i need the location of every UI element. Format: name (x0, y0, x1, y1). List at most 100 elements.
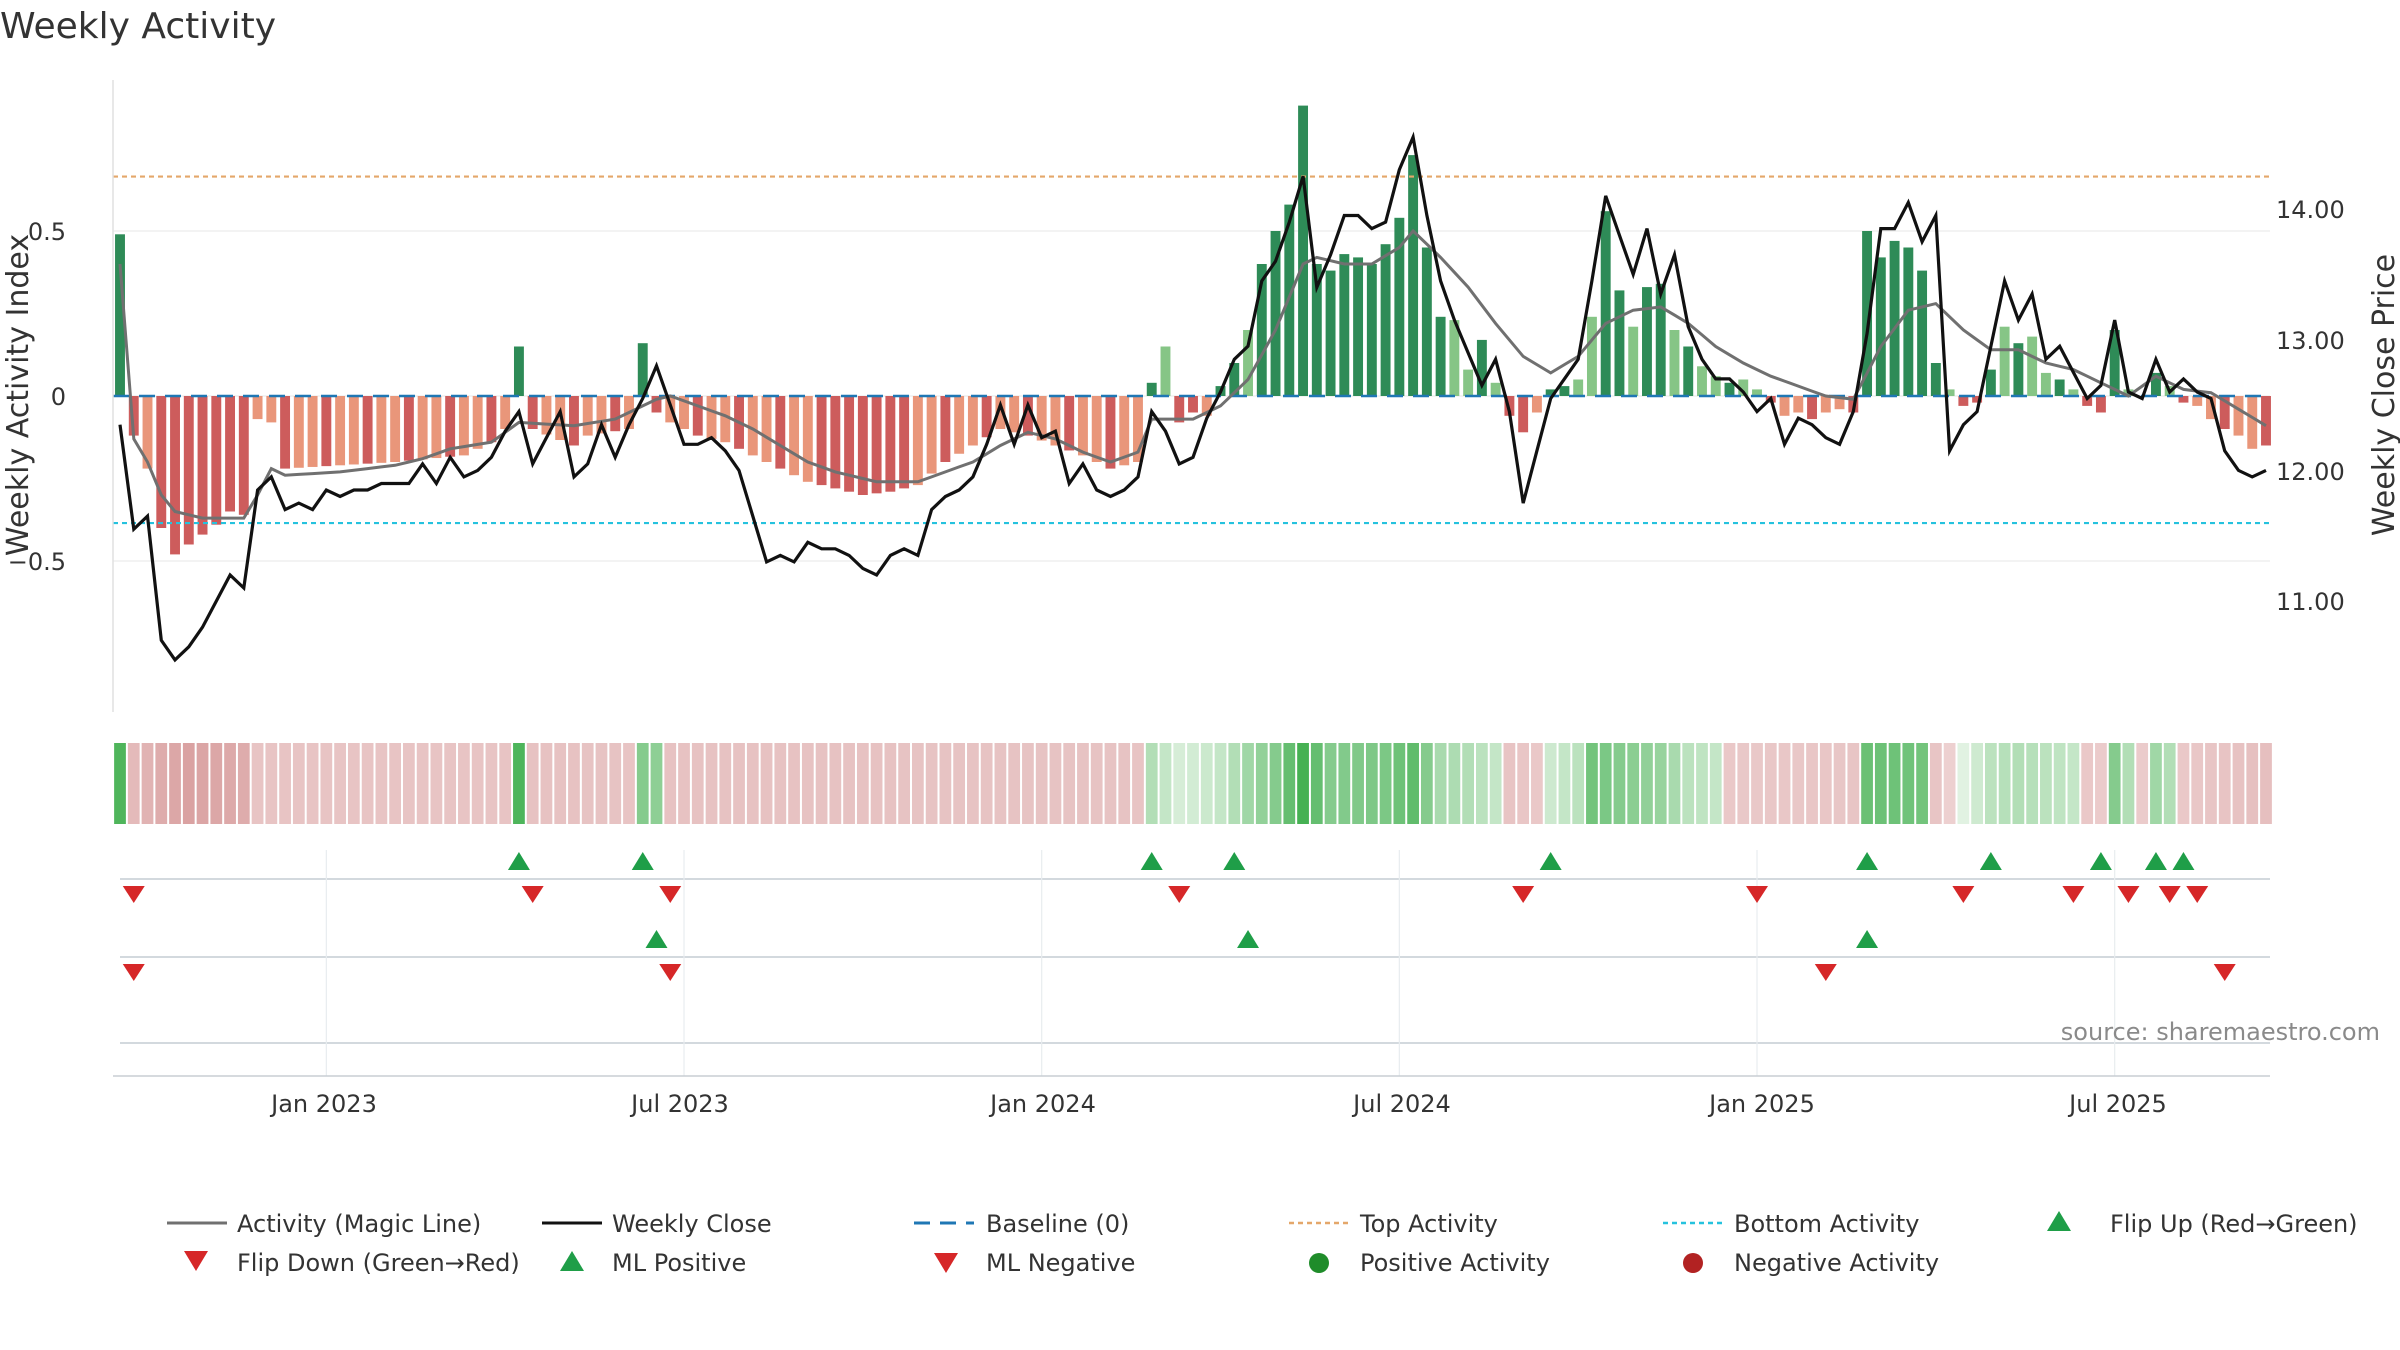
legend-label: ML Negative (986, 1249, 1135, 1277)
heat-cell (1723, 743, 1736, 824)
heat-cell (1544, 743, 1557, 824)
heat-cell (1200, 743, 1213, 824)
activity-bar (1339, 254, 1350, 396)
activity-bar (335, 396, 346, 466)
x-tick-label: Jul 2025 (2067, 1090, 2167, 1118)
activity-bar (569, 396, 579, 446)
heat-cell (1847, 743, 1860, 824)
activity-bar (679, 396, 689, 429)
heat-cell (279, 743, 291, 824)
activity-bar (802, 396, 813, 482)
activity-bar (2261, 396, 2271, 446)
event-rows (120, 878, 2270, 1044)
heat-cell (1008, 743, 1021, 824)
heat-cell (2040, 743, 2052, 824)
activity-bar (2082, 396, 2093, 406)
activity-bar (2013, 343, 2024, 396)
activity-bar (2219, 396, 2230, 429)
heat-cell (1998, 743, 2011, 824)
heat-cell (320, 743, 333, 824)
heat-cell (1187, 743, 1199, 824)
heat-cell (499, 743, 512, 824)
legend-label: Flip Down (Green→Red) (237, 1249, 520, 1277)
activity-bar (293, 396, 304, 468)
heat-cell (1572, 743, 1585, 824)
y2-tick-label: 11.00 (2276, 588, 2345, 616)
activity-bar (1930, 363, 1941, 396)
activity-bar (500, 396, 511, 429)
activity-bar (1683, 346, 1694, 396)
flip-down-marker (2186, 886, 2209, 903)
activity-bar (362, 396, 373, 464)
activity-bar (1710, 376, 1721, 396)
activity-bar (541, 396, 552, 435)
heat-cell (1861, 743, 1873, 824)
y-tick-label: −0.5 (8, 548, 66, 576)
triangle-down-icon (934, 1253, 958, 1273)
heat-cell (1764, 743, 1777, 824)
activity-bar (2095, 396, 2106, 413)
activity-bar (1531, 396, 1542, 413)
heat-cell (1668, 743, 1681, 824)
heat-cell (1283, 743, 1296, 824)
heat-cell (1365, 743, 1378, 824)
heat-cell (719, 743, 732, 824)
legend-item-ml-negative: ML Negative (934, 1249, 1135, 1277)
heat-cell (2246, 743, 2259, 824)
activity-bar (225, 396, 236, 512)
ml-negative-marker (122, 964, 145, 981)
activity-bar (1999, 326, 2010, 396)
heat-cell (375, 743, 388, 824)
activity-bar (307, 396, 318, 467)
heat-cell (430, 743, 443, 824)
activity-bar (445, 396, 456, 457)
activity-bar (431, 396, 442, 459)
x-tick-label: Jul 2024 (1351, 1090, 1451, 1118)
activity-bar (1449, 320, 1460, 396)
heat-cell (2108, 743, 2121, 824)
heat-cell (650, 743, 663, 824)
activity-bar (458, 396, 469, 456)
activity-bar (1628, 326, 1639, 396)
activity-bar (967, 396, 978, 446)
heat-cell (361, 743, 374, 824)
activity-bar (1188, 396, 1198, 413)
circle-icon (1309, 1253, 1329, 1273)
activity-bar (197, 396, 208, 535)
heat-cell (444, 743, 457, 824)
activity-bar (1889, 240, 1900, 396)
legend-label: Flip Up (Red→Green) (2110, 1210, 2358, 1238)
activity-bar (1958, 396, 1969, 406)
activity-bar (1614, 290, 1625, 396)
activity-bar (115, 234, 125, 396)
heat-cell (2026, 743, 2039, 824)
y-axis-left: 0.5 0 −0.5 (8, 218, 66, 576)
activity-bar (1724, 382, 1735, 396)
activity-bar (1669, 330, 1680, 396)
heat-cell (1586, 743, 1598, 824)
activity-bar (513, 346, 524, 396)
legend-label: Positive Activity (1360, 1249, 1550, 1277)
activity-bar (1655, 283, 1666, 396)
activity-bar (266, 396, 277, 423)
heat-cell (2081, 743, 2094, 824)
heat-cell (1338, 743, 1351, 824)
activity-bar (1243, 330, 1253, 396)
heat-cell (1132, 743, 1144, 824)
heat-cell (1943, 743, 1956, 824)
activity-bar (926, 396, 937, 474)
x-tick-label: Jan 2023 (269, 1090, 377, 1118)
heat-cell (196, 743, 209, 824)
activity-bar (403, 396, 414, 461)
activity-bar (2206, 396, 2216, 420)
heat-cell (169, 743, 181, 824)
ml-negative-marker (659, 964, 682, 981)
flip-up-marker (1856, 852, 1879, 870)
legend-label: Bottom Activity (1734, 1210, 1919, 1238)
heat-cell (1682, 743, 1695, 824)
heat-cell (2012, 743, 2025, 824)
legend-item-flip-down: Flip Down (Green→Red) (184, 1249, 520, 1277)
heat-cell (1984, 743, 1997, 824)
heat-cell (1090, 743, 1103, 824)
